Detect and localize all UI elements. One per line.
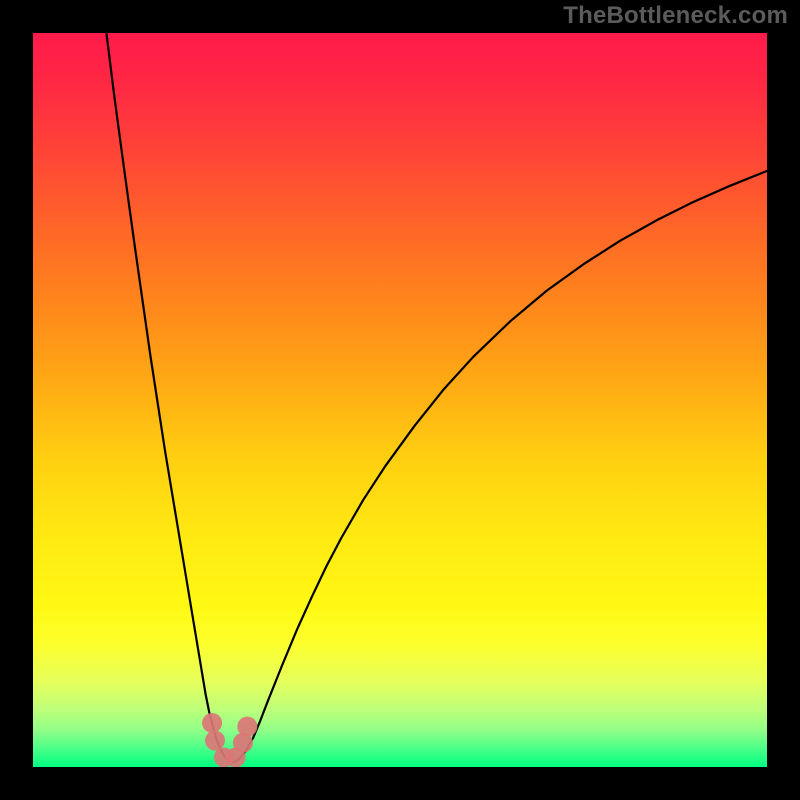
chart-svg <box>33 33 767 767</box>
curve-marker <box>202 713 222 733</box>
watermark-text: TheBottleneck.com <box>563 2 788 30</box>
plot-area <box>33 33 767 767</box>
chart-container: TheBottleneck.com <box>0 0 800 800</box>
gradient-background <box>33 33 767 767</box>
curve-marker <box>237 717 257 737</box>
curve-marker <box>205 731 225 751</box>
